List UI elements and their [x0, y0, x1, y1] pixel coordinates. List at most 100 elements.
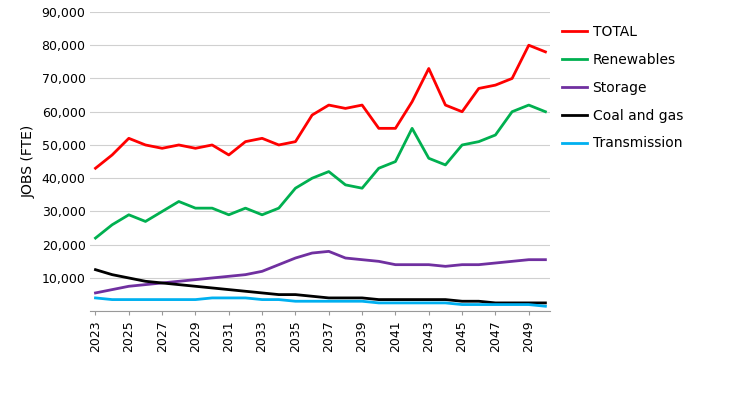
TOTAL — [441, 103, 450, 107]
Storage — [241, 272, 250, 277]
TOTAL — [391, 126, 400, 131]
Storage — [507, 259, 516, 264]
Storage — [108, 287, 117, 292]
Renewables — [91, 236, 100, 241]
Storage — [391, 262, 400, 267]
Renewables — [425, 156, 434, 161]
Transmission — [474, 302, 483, 307]
Coal and gas — [425, 297, 434, 302]
Storage — [141, 282, 150, 287]
Renewables — [158, 209, 167, 214]
Storage — [324, 249, 333, 254]
Coal and gas — [308, 294, 317, 298]
Renewables — [141, 219, 150, 224]
Transmission — [374, 300, 383, 305]
Storage — [91, 290, 100, 295]
Line: Renewables: Renewables — [96, 105, 545, 238]
Renewables — [224, 212, 233, 217]
Renewables — [241, 206, 250, 211]
Transmission — [124, 297, 133, 302]
Transmission — [324, 299, 333, 304]
TOTAL — [108, 152, 117, 157]
Renewables — [541, 109, 550, 114]
Transmission — [541, 304, 550, 309]
Storage — [474, 262, 483, 267]
Storage — [357, 257, 366, 262]
Transmission — [91, 296, 100, 300]
Transmission — [224, 296, 233, 300]
Coal and gas — [541, 300, 550, 305]
Storage — [341, 256, 350, 261]
Coal and gas — [491, 300, 500, 305]
Coal and gas — [341, 296, 350, 300]
TOTAL — [258, 136, 267, 141]
Renewables — [374, 166, 383, 171]
Storage — [374, 259, 383, 264]
Line: Storage: Storage — [96, 251, 545, 293]
Renewables — [441, 162, 450, 167]
Coal and gas — [474, 299, 483, 304]
Coal and gas — [408, 297, 417, 302]
TOTAL — [374, 126, 383, 131]
TOTAL — [425, 66, 434, 71]
Coal and gas — [458, 299, 467, 304]
Transmission — [241, 296, 250, 300]
Coal and gas — [241, 289, 250, 294]
Storage — [124, 284, 133, 289]
Renewables — [507, 109, 516, 114]
Storage — [174, 279, 183, 284]
Storage — [541, 257, 550, 262]
TOTAL — [507, 76, 516, 81]
Transmission — [408, 300, 417, 305]
TOTAL — [474, 86, 483, 91]
Transmission — [174, 297, 183, 302]
Legend: TOTAL, Renewables, Storage, Coal and gas, Transmission: TOTAL, Renewables, Storage, Coal and gas… — [562, 25, 683, 150]
TOTAL — [324, 103, 333, 107]
Line: Transmission: Transmission — [96, 298, 545, 306]
TOTAL — [207, 142, 216, 147]
Coal and gas — [174, 282, 183, 287]
Transmission — [491, 302, 500, 307]
Renewables — [274, 206, 284, 211]
Y-axis label: JOBS (FTE): JOBS (FTE) — [22, 125, 36, 198]
Transmission — [341, 299, 350, 304]
Renewables — [341, 182, 350, 187]
Coal and gas — [291, 292, 300, 297]
Coal and gas — [357, 296, 366, 300]
TOTAL — [541, 49, 550, 54]
TOTAL — [491, 83, 500, 87]
Coal and gas — [124, 276, 133, 280]
Renewables — [191, 206, 200, 211]
TOTAL — [241, 139, 250, 144]
Storage — [491, 261, 500, 265]
Coal and gas — [441, 297, 450, 302]
Coal and gas — [91, 267, 100, 272]
Coal and gas — [191, 284, 200, 289]
Coal and gas — [524, 300, 533, 305]
Renewables — [308, 176, 317, 181]
Renewables — [357, 186, 366, 191]
Storage — [441, 264, 450, 269]
Coal and gas — [258, 290, 267, 295]
Transmission — [425, 300, 434, 305]
Renewables — [408, 126, 417, 131]
Transmission — [524, 302, 533, 307]
Renewables — [108, 222, 117, 227]
Storage — [191, 277, 200, 282]
Transmission — [274, 297, 284, 302]
Coal and gas — [274, 292, 284, 297]
Renewables — [124, 212, 133, 217]
Coal and gas — [207, 286, 216, 290]
Transmission — [291, 299, 300, 304]
Coal and gas — [324, 296, 333, 300]
Renewables — [291, 186, 300, 191]
TOTAL — [291, 139, 300, 144]
Storage — [524, 257, 533, 262]
Coal and gas — [158, 280, 167, 285]
Transmission — [391, 300, 400, 305]
Transmission — [308, 299, 317, 304]
Renewables — [391, 159, 400, 164]
Transmission — [108, 297, 117, 302]
Transmission — [258, 297, 267, 302]
TOTAL — [357, 103, 366, 107]
